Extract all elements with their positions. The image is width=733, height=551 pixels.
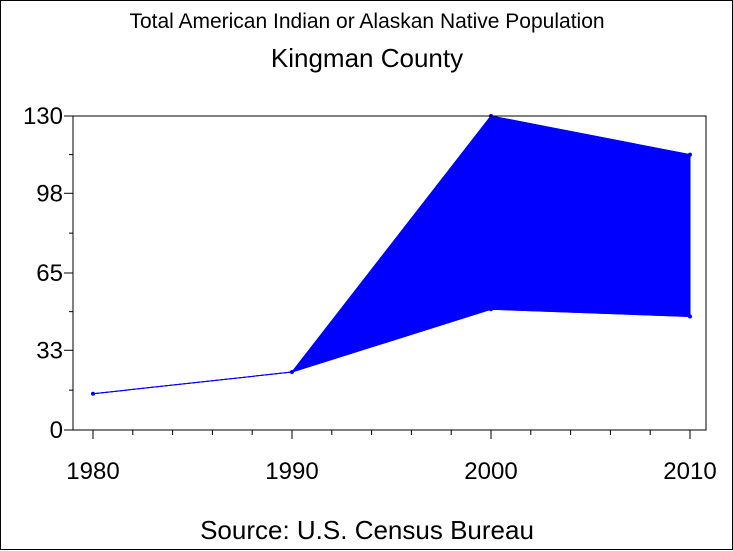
data-point-upper <box>688 152 692 157</box>
plot-area: 0 33 65 98 130 1980 1990 2000 2010 <box>23 103 717 485</box>
x-tick-label: 2000 <box>464 458 517 485</box>
y-tick-label: 65 <box>36 260 63 287</box>
series-line-upper <box>92 115 691 395</box>
y-tick-label: 98 <box>36 180 63 207</box>
y-tick-label: 33 <box>36 337 63 364</box>
data-point-lower <box>290 370 294 375</box>
y-tick-label: 130 <box>23 103 63 130</box>
chart-title: Total American Indian or Alaskan Native … <box>129 10 604 33</box>
y-tick-label: 0 <box>50 417 63 444</box>
x-tick-label: 2010 <box>663 458 716 485</box>
x-tick-label: 1990 <box>265 458 318 485</box>
data-point-lower <box>688 314 692 319</box>
x-tick-label: 1980 <box>66 458 119 485</box>
series-band-area <box>92 115 691 395</box>
data-point-lower <box>91 391 95 396</box>
chart-subtitle: Kingman County <box>271 43 463 73</box>
chart-source-note: Source: U.S. Census Bureau <box>200 515 534 545</box>
data-point-lower <box>489 307 493 312</box>
